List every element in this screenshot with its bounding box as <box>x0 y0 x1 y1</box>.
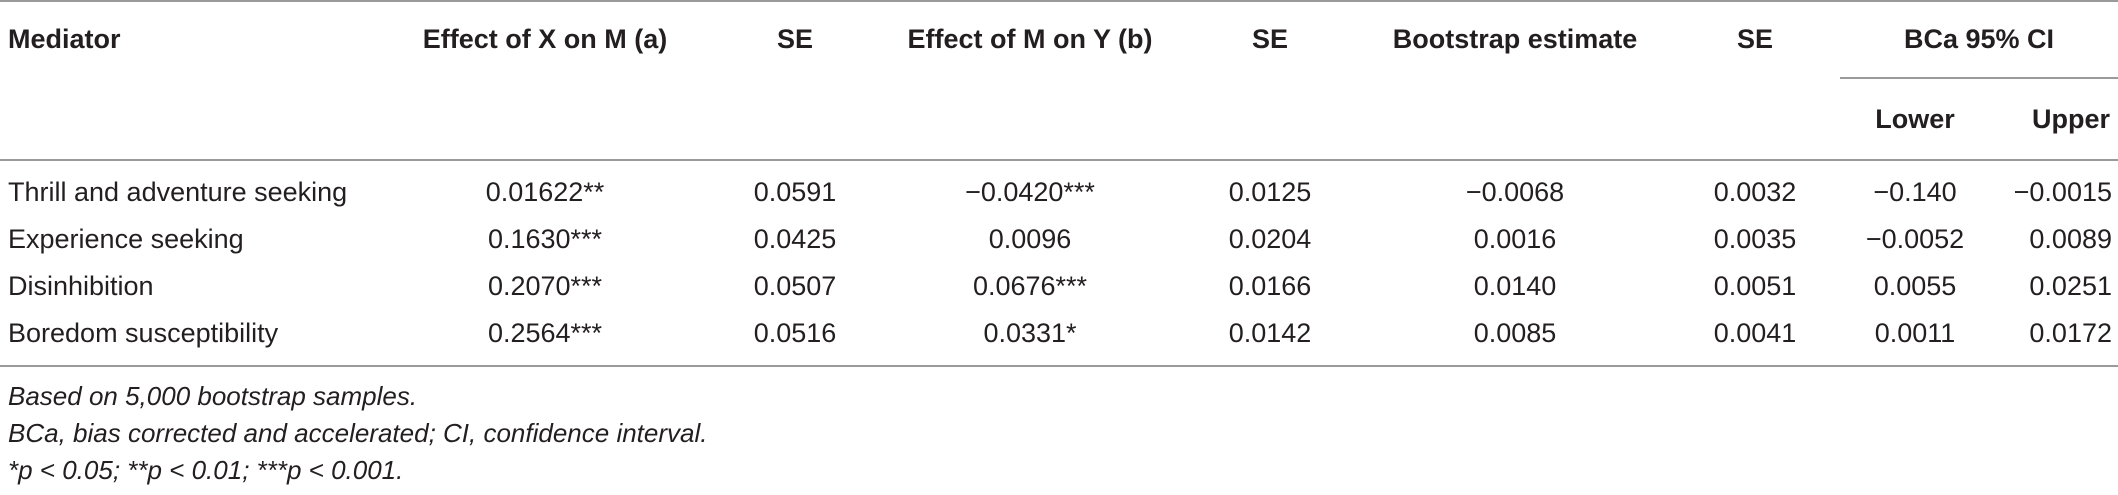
header-se-boot: SE <box>1670 0 1840 161</box>
mediation-table: Mediator Effect of X on M (a) SE Effect … <box>0 0 2118 366</box>
cell-boot: 0.0140 <box>1473 271 1557 301</box>
cell-se-boot: 0.0051 <box>1713 271 1797 301</box>
cell-se-a: 0.0425 <box>753 224 837 254</box>
cell-se-b: 0.0125 <box>1228 177 1312 207</box>
table-row: Experience seeking 0.1630*** 0.0425 0.00… <box>0 216 2118 263</box>
cell-lower: −0.140 <box>1873 177 1957 207</box>
cell-b: 0.0331* <box>983 318 1077 348</box>
cell-lower: 0.0055 <box>1873 271 1957 301</box>
cell-a: 0.1630*** <box>487 224 603 254</box>
table-body: Thrill and adventure seeking 0.01622** 0… <box>0 160 2118 366</box>
header-subrow: Lower Upper <box>0 78 2118 161</box>
cell-se-a: 0.0507 <box>753 271 837 301</box>
table-row: Disinhibition 0.2070*** 0.0507 0.0676***… <box>0 263 2118 310</box>
cell-se-a: 0.0516 <box>753 318 837 348</box>
header-ci-upper: Upper <box>1990 78 2118 161</box>
footnote-significance: *p < 0.05; **p < 0.01; ***p < 0.001. <box>8 455 404 485</box>
header-mediator: Mediator <box>0 0 380 161</box>
header-row: Mediator Effect of X on M (a) SE Effect … <box>0 0 2118 161</box>
cell-se-boot: 0.0032 <box>1713 177 1797 207</box>
cell-boot: −0.0068 <box>1465 177 1565 207</box>
header-ci: BCa 95% CI <box>1840 0 2118 79</box>
cell-se-boot: 0.0041 <box>1713 318 1797 348</box>
cell-mediator: Thrill and adventure seeking <box>8 177 348 207</box>
cell-se-b: 0.0204 <box>1228 224 1312 254</box>
cell-a: 0.2564*** <box>487 318 603 348</box>
header-effect-b: Effect of M on Y (b) <box>880 0 1180 161</box>
cell-se-boot: 0.0035 <box>1713 224 1797 254</box>
footnote-bootstrap: Based on 5,000 bootstrap samples. <box>8 381 418 411</box>
cell-b: 0.0096 <box>988 224 1072 254</box>
cell-se-b: 0.0142 <box>1228 318 1312 348</box>
header-se-a: SE <box>710 0 880 161</box>
header-effect-a: Effect of X on M (a) <box>380 0 710 161</box>
header-ci-lower: Lower <box>1840 78 1990 161</box>
cell-se-a: 0.0591 <box>753 177 837 207</box>
table-row: Thrill and adventure seeking 0.01622** 0… <box>0 160 2118 216</box>
cell-boot: 0.0085 <box>1473 318 1557 348</box>
cell-upper: 0.0251 <box>2029 271 2112 301</box>
cell-a: 0.2070*** <box>487 271 603 301</box>
cell-mediator: Disinhibition <box>8 271 154 301</box>
cell-b: −0.0420*** <box>965 177 1095 207</box>
cell-upper: −0.0015 <box>2013 177 2112 207</box>
cell-lower: 0.0011 <box>1874 318 1956 348</box>
cell-upper: 0.0172 <box>2029 318 2112 348</box>
header-bootstrap: Bootstrap estimate <box>1360 0 1670 161</box>
cell-se-b: 0.0166 <box>1228 271 1312 301</box>
cell-mediator: Experience seeking <box>8 224 244 254</box>
cell-b: 0.0676*** <box>972 271 1088 301</box>
header-se-b: SE <box>1180 0 1360 161</box>
cell-a: 0.01622** <box>485 177 605 207</box>
mediation-table-container: Mediator Effect of X on M (a) SE Effect … <box>0 0 2118 366</box>
table-row: Boredom susceptibility 0.2564*** 0.0516 … <box>0 310 2118 366</box>
footnote-abbreviations: BCa, bias corrected and accelerated; CI,… <box>8 418 708 448</box>
cell-mediator: Boredom susceptibility <box>8 318 279 348</box>
table-footnotes: Based on 5,000 bootstrap samples. BCa, b… <box>8 378 708 489</box>
cell-upper: 0.0089 <box>2029 224 2112 254</box>
cell-boot: 0.0016 <box>1473 224 1557 254</box>
cell-lower: −0.0052 <box>1865 224 1965 254</box>
